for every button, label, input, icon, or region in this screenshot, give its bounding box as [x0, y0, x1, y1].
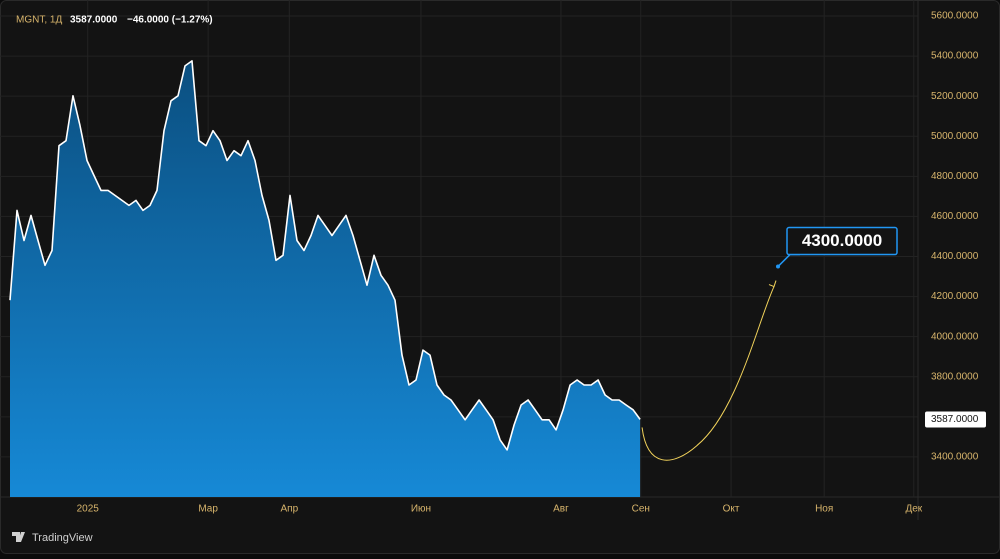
brand-logo: TradingView [12, 532, 93, 544]
plot: 4300.0000 [9, 60, 898, 498]
price-line [9, 60, 641, 451]
callout-box [786, 226, 898, 256]
last-price-tag [925, 411, 986, 428]
x-tick-label: 2025 [77, 504, 100, 515]
x-tick-label: Дек [905, 504, 922, 515]
header-change: −46.0000 (−1.27%) [127, 15, 213, 26]
x-tick-label: Июн [411, 504, 431, 515]
symbol-title: MGNT, 1Д [16, 15, 62, 26]
callout-label: 4300.0000 [802, 231, 882, 250]
y-tick-label: 4800.0000 [931, 171, 979, 182]
y-tick-label: 3800.0000 [931, 371, 979, 382]
axes: 3400.00003600.00003800.00004000.00004200… [77, 11, 986, 515]
last-price-label: 3587.0000 [931, 414, 979, 425]
arrow-head [768, 280, 777, 288]
y-tick-label: 5000.0000 [931, 131, 979, 142]
y-tick-label: 4000.0000 [931, 331, 979, 342]
x-tick-label: Окт [723, 504, 740, 515]
x-tick-label: Авг [553, 504, 569, 515]
y-tick-label: 4400.0000 [931, 251, 979, 262]
y-tick-label: 5600.0000 [931, 11, 979, 22]
area-fill [10, 60, 641, 498]
header-price: 3587.0000 [70, 15, 118, 26]
forecast-arrow [641, 286, 775, 461]
y-tick-label: 5200.0000 [931, 91, 979, 102]
brand-name: TradingView [32, 532, 93, 544]
y-tick-label: 5400.0000 [931, 51, 979, 62]
x-tick-label: Ноя [815, 504, 833, 515]
x-tick-label: Мар [198, 504, 218, 515]
x-tick-label: Сен [632, 504, 650, 515]
brand-icon [12, 532, 25, 542]
callout-anchor [776, 264, 780, 269]
y-tick-label: 4200.0000 [931, 291, 979, 302]
y-tick-label: 4600.0000 [931, 211, 979, 222]
y-tick-label: 3400.0000 [931, 452, 979, 463]
x-tick-label: Апр [281, 504, 299, 515]
